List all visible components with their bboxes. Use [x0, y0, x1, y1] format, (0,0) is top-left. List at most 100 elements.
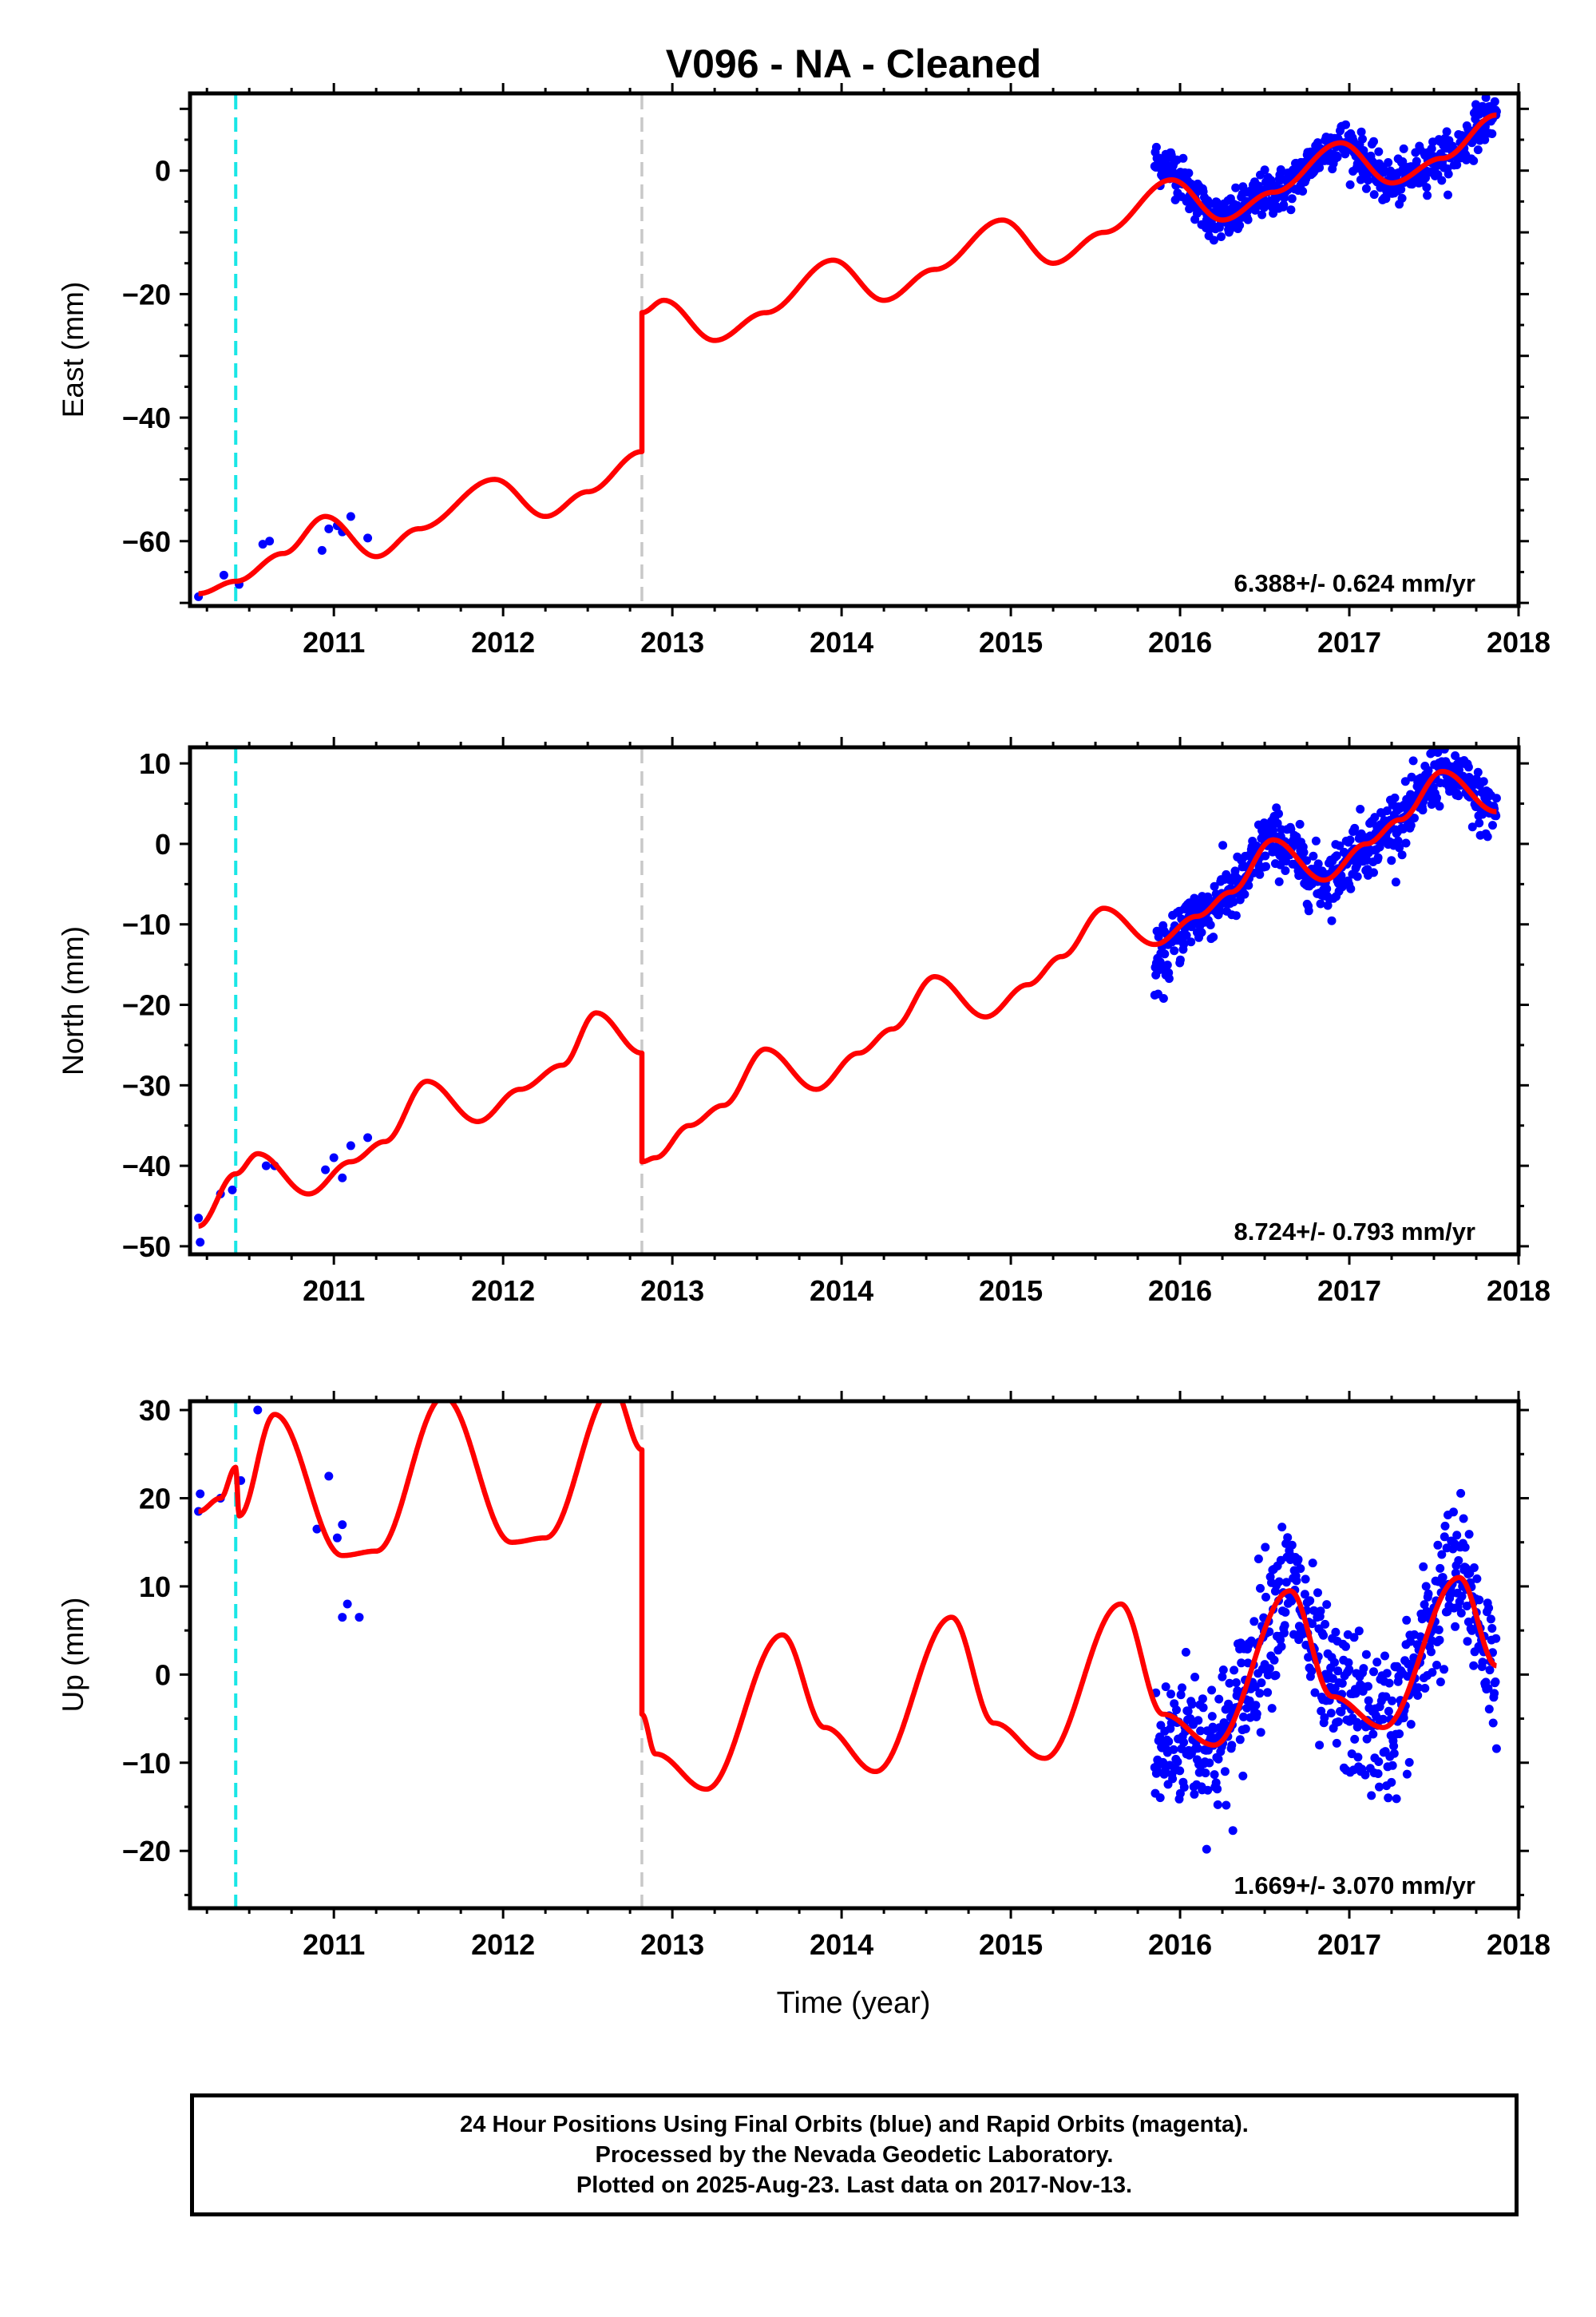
- x-axis-label: Time (year): [777, 1986, 931, 2020]
- data-point-dense-east-372: [1358, 134, 1367, 144]
- x-tick-label-north-0: 2011: [303, 1274, 365, 1307]
- data-point-dense-up-456: [1404, 1757, 1414, 1767]
- data-point-dense-up-602: [1486, 1614, 1495, 1624]
- data-point-dense-up-103: [1207, 1712, 1217, 1721]
- data-point-dense-east-350: [1345, 180, 1355, 189]
- data-point-dense-up-78: [1194, 1716, 1203, 1725]
- data-point-dense-up-562: [1463, 1617, 1473, 1626]
- data-point-north-0: [194, 1214, 204, 1223]
- data-point-dense-up-15: [1158, 1757, 1168, 1767]
- model-curve-north: [196, 768, 1499, 1229]
- data-point-dense-east-579: [1473, 145, 1483, 155]
- data-point-dense-up-600: [1485, 1665, 1495, 1675]
- data-point-dense-up-459: [1406, 1720, 1416, 1729]
- panels-group: 2011 2012 2013 2014 2015 2016 2017 2018 0 −20 −40 −…: [57, 83, 1550, 1961]
- data-point-dense-north-161: [1240, 889, 1249, 899]
- data-point-dense-up-128: [1222, 1800, 1231, 1810]
- data-point-dense-north-544: [1454, 791, 1463, 801]
- data-point-dense-up-52: [1179, 1737, 1189, 1747]
- data-point-dense-north-222: [1274, 809, 1283, 818]
- data-point-dense-east-604: [1487, 129, 1497, 138]
- data-point-dense-east-148: [1233, 200, 1242, 210]
- model-curve-up: [196, 1401, 1499, 1792]
- data-point-up-11: [354, 1613, 364, 1622]
- data-point-dense-east-152: [1235, 220, 1245, 230]
- y-tick-label-up-0: 30: [139, 1394, 171, 1427]
- y-tick-label-north-6: −50: [122, 1230, 171, 1263]
- data-point-dense-up-234: [1281, 1607, 1290, 1617]
- data-point-dense-up-581: [1475, 1595, 1484, 1605]
- data-point-dense-up-146: [1231, 1678, 1241, 1687]
- y-tick-label-up-3: 0: [155, 1658, 171, 1691]
- data-point-dense-up-497: [1428, 1668, 1437, 1677]
- data-point-dense-up-158: [1238, 1771, 1248, 1780]
- data-point-dense-east-591: [1480, 135, 1490, 145]
- data-point-up-9: [338, 1613, 347, 1622]
- data-point-dense-up-357: [1349, 1633, 1359, 1642]
- data-point-dense-up-295: [1315, 1741, 1325, 1750]
- data-point-north-7: [329, 1153, 339, 1162]
- data-point-dense-east-119: [1217, 232, 1226, 241]
- data-point-up-4: [253, 1405, 263, 1415]
- x-tick-label-north-3: 2014: [810, 1274, 873, 1307]
- data-point-dense-east-265: [1298, 187, 1308, 196]
- data-point-dense-up-419: [1384, 1706, 1393, 1716]
- data-points-up: [194, 1405, 1501, 1854]
- data-point-dense-north-65: [1186, 937, 1196, 947]
- data-point-dense-up-199: [1261, 1592, 1270, 1602]
- data-point-dense-north-362: [1352, 861, 1361, 870]
- data-point-dense-north-490: [1424, 766, 1433, 775]
- data-point-dense-up-198: [1261, 1543, 1270, 1552]
- rate-label-north: 8.724+/- 0.793 mm/yr: [1234, 1218, 1475, 1246]
- data-point-dense-north-416: [1382, 806, 1392, 815]
- data-point-dense-east-401: [1374, 147, 1384, 156]
- footer-line-3: Plotted on 2025-Aug-23. Last data on 201…: [576, 2172, 1133, 2198]
- data-point-dense-up-572: [1469, 1563, 1479, 1572]
- data-point-dense-up-471: [1413, 1691, 1423, 1700]
- data-point-dense-up-138: [1227, 1741, 1237, 1750]
- y-tick-label-east-1: −20: [122, 278, 171, 311]
- data-point-dense-up-519: [1440, 1532, 1449, 1542]
- data-point-dense-up-560: [1463, 1637, 1472, 1646]
- data-point-dense-east-192: [1257, 210, 1267, 220]
- data-point-dense-up-541: [1452, 1531, 1462, 1540]
- data-point-dense-east-51: [1178, 153, 1188, 163]
- data-point-dense-north-596: [1483, 832, 1492, 842]
- data-point-dense-east-186: [1253, 181, 1263, 191]
- data-point-dense-east-525: [1444, 190, 1452, 200]
- y-axis-label-east: East (mm): [57, 282, 89, 418]
- y-tick-label-north-3: −20: [122, 989, 171, 1022]
- data-point-dense-up-409: [1378, 1714, 1388, 1724]
- data-point-dense-north-117: [1215, 906, 1225, 916]
- data-point-dense-east-526: [1444, 169, 1453, 179]
- data-point-dense-up-292: [1313, 1588, 1322, 1598]
- data-point-dense-north-293: [1313, 859, 1323, 869]
- data-points-north: [194, 747, 1501, 1247]
- data-point-dense-north-605: [1488, 821, 1497, 830]
- data-point-dense-up-153: [1235, 1735, 1245, 1745]
- data-point-dense-north-460: [1407, 772, 1416, 782]
- data-point-dense-up-453: [1403, 1672, 1412, 1681]
- data-point-dense-east-61: [1184, 168, 1194, 178]
- data-point-dense-north-394: [1370, 813, 1380, 822]
- data-point-dense-up-429: [1389, 1749, 1399, 1758]
- data-point-dense-up-326: [1332, 1738, 1341, 1748]
- data-point-dense-up-610: [1491, 1677, 1500, 1686]
- data-point-dense-up-155: [1237, 1658, 1246, 1668]
- rate-label-up: 1.669+/- 3.070 mm/yr: [1234, 1871, 1475, 1899]
- data-point-dense-up-91: [1201, 1768, 1210, 1778]
- data-point-dense-up-180: [1250, 1682, 1260, 1692]
- data-point-dense-up-29: [1166, 1689, 1175, 1699]
- data-point-dense-east-369: [1356, 175, 1365, 184]
- data-point-dense-north-235: [1281, 857, 1291, 866]
- data-point-dense-up-438: [1395, 1729, 1404, 1739]
- data-point-dense-up-433: [1392, 1794, 1401, 1804]
- data-point-dense-up-142: [1230, 1665, 1239, 1675]
- data-point-dense-up-107: [1210, 1770, 1219, 1780]
- data-point-dense-up-380: [1362, 1734, 1372, 1744]
- data-point-north-10: [363, 1133, 373, 1143]
- y-tick-label-up-2: 10: [139, 1570, 171, 1603]
- data-point-dense-up-82: [1196, 1726, 1206, 1736]
- data-point-dense-up-342: [1341, 1642, 1350, 1651]
- data-point-dense-east-370: [1356, 127, 1366, 137]
